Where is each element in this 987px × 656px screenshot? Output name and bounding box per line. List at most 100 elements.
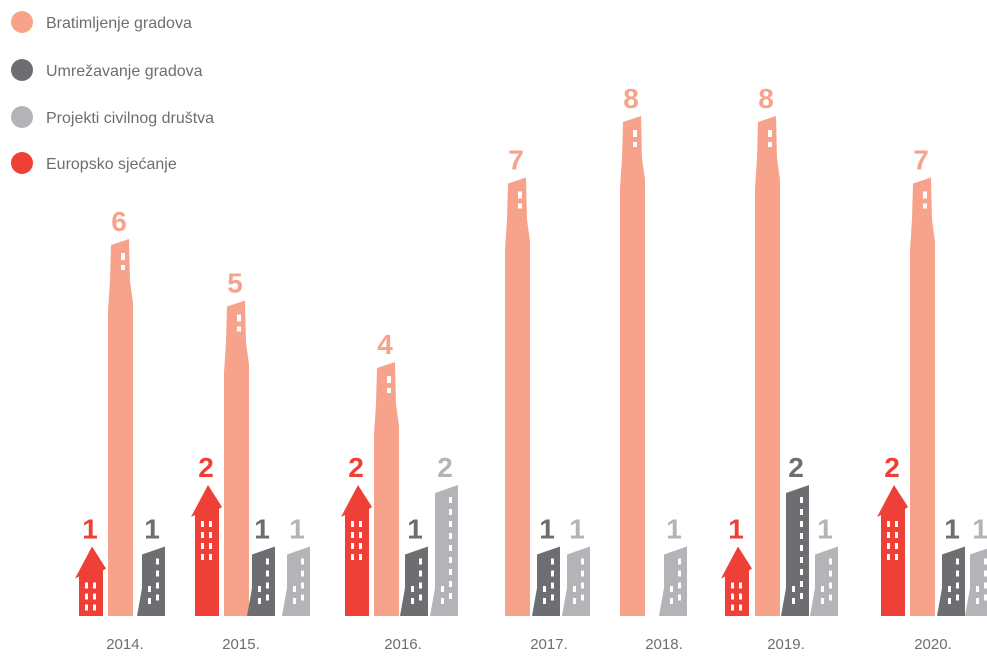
window [895,521,898,527]
window [156,570,159,577]
value-label: 2 [788,452,804,483]
bar-europsko-2015 [191,485,222,616]
window [449,509,452,515]
window [948,598,951,604]
bar-umrezavanje-2015 [247,546,275,616]
building-body [532,546,560,616]
building-body [937,546,965,616]
window [351,532,354,538]
value-label: 1 [289,514,305,545]
window [359,521,362,527]
value-label: 1 [728,514,744,545]
window [768,142,772,147]
window [895,532,898,538]
tower-body [505,177,530,616]
window [887,543,890,549]
window [148,598,151,604]
window [573,598,576,604]
window [948,586,951,592]
building-body [282,546,310,616]
house-body [877,485,908,616]
window [441,586,444,592]
window [449,497,452,503]
window [739,593,742,600]
window [887,554,890,560]
window [351,554,354,560]
building-body [965,548,987,616]
window [85,582,88,589]
bar-umrezavanje-2016 [400,546,428,616]
window [739,582,742,589]
window [419,582,422,589]
window [441,598,444,604]
window [148,586,151,592]
window [209,543,212,549]
legend-item-projekti-civilnog-drustva: Projekti civilnog društva [11,106,214,128]
legend-label: Projekti civilnog društva [46,110,214,127]
value-label: 1 [666,514,682,545]
window [551,558,554,565]
window [984,594,987,601]
window [984,582,987,589]
bar-europsko-2016 [341,485,372,616]
window [209,521,212,527]
window [266,582,269,589]
window [581,558,584,565]
value-label: 8 [758,83,774,114]
building-body [810,546,838,616]
value-label: 1 [972,514,987,545]
window [800,497,803,503]
tower-body [910,177,935,616]
window [156,582,159,589]
window [209,554,212,560]
bar-projekti-2019 [810,546,838,616]
window [237,314,241,322]
window [266,558,269,565]
window [351,521,354,527]
value-label: 1 [407,514,423,545]
window [800,521,803,527]
legend-label: Europsko sjećanje [46,156,177,173]
window [821,586,824,592]
building-body [659,546,687,616]
window [800,581,803,587]
window [956,558,959,565]
window [419,594,422,601]
building-body [562,546,590,616]
window [258,598,261,604]
value-label: 2 [884,452,900,483]
value-label: 1 [144,514,160,545]
window [301,570,304,577]
window [581,582,584,589]
value-label: 2 [437,452,453,483]
x-tick-label: 2019. [767,636,805,653]
bar-umrezavanje-2017 [532,546,560,616]
window [85,604,88,611]
value-label: 1 [944,514,960,545]
window [768,130,772,137]
window [156,594,159,601]
building-body [781,485,809,616]
bar-umrezavanje-2019 [781,485,809,616]
window [976,586,979,592]
window [731,582,734,589]
legend-swatch [11,152,33,174]
bar-bratimljenje-2016 [374,362,399,616]
window [984,558,987,565]
value-label: 6 [111,206,127,237]
window [419,570,422,577]
bar-bratimljenje-2015 [224,300,249,616]
window [800,533,803,539]
window [449,569,452,575]
x-axis-labels: 2014. 2015. 2016. 2017. 2018. 2019. 2020… [106,636,952,653]
window [887,521,890,527]
window [792,586,795,592]
window [678,582,681,589]
window [551,594,554,601]
house-body [341,485,372,616]
x-tick-label: 2018. [645,636,683,653]
window [543,598,546,604]
window [387,388,391,393]
window [923,203,927,209]
